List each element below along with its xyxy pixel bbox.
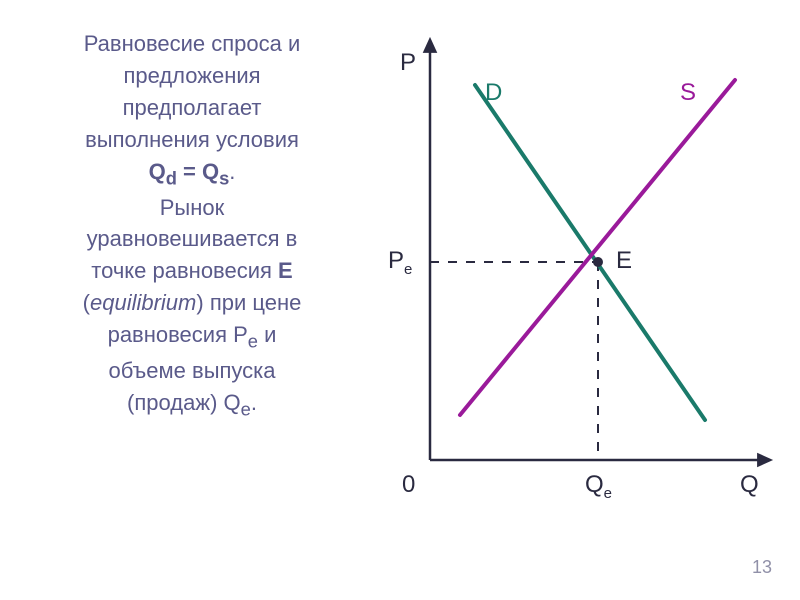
equilibrium-chart: P D S Pe E 0 Qe Q (380, 0, 800, 520)
text-part: . (251, 390, 257, 415)
text-line: уравновешивается в (87, 226, 298, 251)
eq-part: = Q (177, 159, 219, 184)
text-part: ( (83, 290, 90, 315)
svg-text:E: E (616, 247, 632, 274)
text-part: точке равновесия (91, 258, 278, 283)
svg-text:Q: Q (740, 471, 759, 498)
text-italic: equilibrium (90, 290, 196, 315)
svg-text:Qe: Qe (585, 471, 612, 502)
text-sub: e (248, 330, 258, 351)
text-part: ) при цене (196, 290, 301, 315)
svg-text:0: 0 (402, 471, 415, 498)
eq-part: Q (149, 159, 166, 184)
text-line: Рынок (160, 195, 225, 220)
text-line: Равновесие спроса и (84, 31, 301, 56)
slide-container: Равновесие спроса и предложения предпола… (0, 0, 800, 600)
eq-sub: s (219, 167, 229, 188)
svg-text:Pe: Pe (388, 247, 412, 278)
text-line: выполнения условия (85, 127, 299, 152)
text-panel: Равновесие спроса и предложения предпола… (0, 0, 380, 600)
svg-text:P: P (400, 49, 416, 76)
text-part: равновесия P (108, 322, 248, 347)
text-line: предполагает (123, 95, 262, 120)
text-line: (продаж) Qe. (127, 390, 257, 415)
text-line: объеме выпуска (108, 358, 275, 383)
text-line: точке равновесия E (91, 258, 292, 283)
equation: Qd = Qs (149, 159, 230, 184)
text-sub: e (241, 398, 251, 419)
eq-sub: d (166, 167, 177, 188)
page-number: 13 (752, 557, 772, 578)
svg-text:S: S (680, 79, 696, 106)
chart-panel: P D S Pe E 0 Qe Q (380, 0, 800, 600)
text-line: равновесия Pe и (108, 322, 277, 347)
eq-part: . (229, 159, 235, 184)
text-line: (equilibrium) при цене (83, 290, 302, 315)
text-part: (продаж) Q (127, 390, 241, 415)
text-bold: E (278, 258, 293, 283)
text-line: предложения (123, 63, 260, 88)
text-part: и (258, 322, 276, 347)
svg-text:D: D (485, 79, 502, 106)
